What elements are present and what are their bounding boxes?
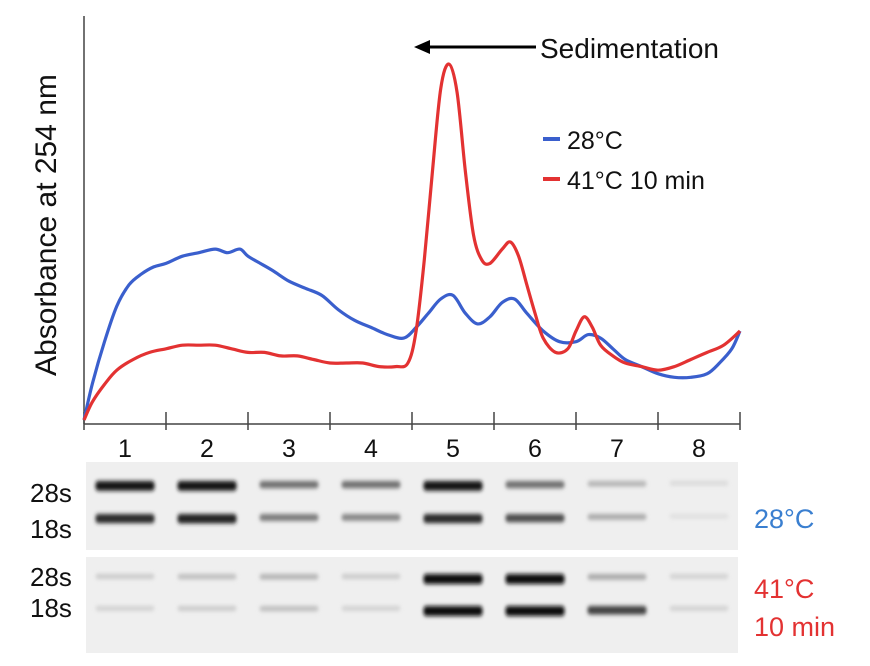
- gel-band-28s: [95, 574, 155, 579]
- gel-panel-28c: 28s 18s 28°C: [30, 462, 814, 550]
- series-line-41c: [82, 62, 742, 421]
- gel-band-28s: [341, 481, 401, 489]
- x-tick-label: 1: [118, 435, 132, 463]
- gel-band-18s: [587, 514, 647, 520]
- legend-label-41c: 41°C 10 min: [567, 167, 705, 195]
- gel-band-18s: [95, 606, 155, 611]
- gel-band-28s: [505, 574, 565, 584]
- gel-band-18s: [177, 514, 237, 524]
- x-tick-label: 3: [282, 435, 296, 463]
- gel-band-28s: [669, 574, 729, 579]
- gel-band-18s: [177, 606, 237, 611]
- gel-41c-band-28s-label: 28s: [30, 562, 72, 592]
- gel-band-28s: [259, 481, 319, 489]
- gel-41c-condition-label-line1: 41°C: [754, 574, 814, 604]
- gel-band-18s: [505, 606, 565, 616]
- gel-41c-condition-label-line2: 10 min: [754, 612, 835, 642]
- x-tick-label: 2: [200, 435, 214, 463]
- gel-band-28s: [423, 481, 483, 491]
- x-tick-label: 5: [446, 435, 460, 463]
- gel-band-28s: [669, 481, 729, 486]
- legend-label-28c: 28°C: [567, 127, 623, 155]
- x-ticks: [83, 412, 741, 430]
- y-axis-label: Absorbance at 254 nm: [30, 74, 63, 376]
- gel-band-18s: [669, 606, 729, 611]
- gel-band-18s: [341, 514, 401, 521]
- tick-labels: 1 2 3 4 5 6 7 8: [118, 435, 706, 463]
- x-tick-label: 4: [364, 435, 378, 463]
- x-tick-label: 8: [692, 435, 706, 463]
- legend: 28°C 41°C 10 min: [543, 127, 705, 195]
- gel-band-28s: [259, 574, 319, 580]
- series-line-28c: [82, 247, 742, 421]
- gel-band-18s: [669, 514, 729, 519]
- gel-band-18s: [259, 606, 319, 612]
- gel-band-18s: [423, 606, 483, 616]
- x-tick-label: 7: [610, 435, 624, 463]
- gel-background-41c: [86, 557, 738, 653]
- gel-band-28s: [505, 481, 565, 489]
- gel-band-18s: [95, 514, 155, 524]
- gel-band-18s: [423, 514, 483, 524]
- gel-band-28s: [95, 481, 155, 491]
- gel-band-28s: [177, 574, 237, 580]
- x-tick-label: 6: [528, 435, 542, 463]
- gel-band-18s: [341, 606, 401, 611]
- gel-41c-band-18s-label: 18s: [30, 593, 72, 623]
- gel-band-28s: [177, 481, 237, 491]
- gel-band-28s: [587, 574, 647, 580]
- gel-band-18s: [259, 514, 319, 521]
- gel-band-28s: [423, 574, 483, 584]
- gel-28c-condition-label: 28°C: [754, 504, 814, 534]
- sedimentation-annotation: Sedimentation: [414, 33, 719, 64]
- gel-band-28s: [587, 481, 647, 487]
- series-layer: [82, 62, 742, 421]
- arrow-head-icon: [414, 40, 430, 54]
- gel-28c-band-18s-label: 18s: [30, 514, 72, 544]
- gel-panel-41c: 28s 18s 41°C 10 min: [30, 557, 835, 653]
- gel-background-28c: [86, 462, 738, 550]
- gel-band-18s: [587, 606, 647, 615]
- sedimentation-label: Sedimentation: [540, 33, 719, 64]
- gel-28c-band-28s-label: 28s: [30, 478, 72, 508]
- gel-band-28s: [341, 574, 401, 579]
- gel-band-18s: [505, 514, 565, 523]
